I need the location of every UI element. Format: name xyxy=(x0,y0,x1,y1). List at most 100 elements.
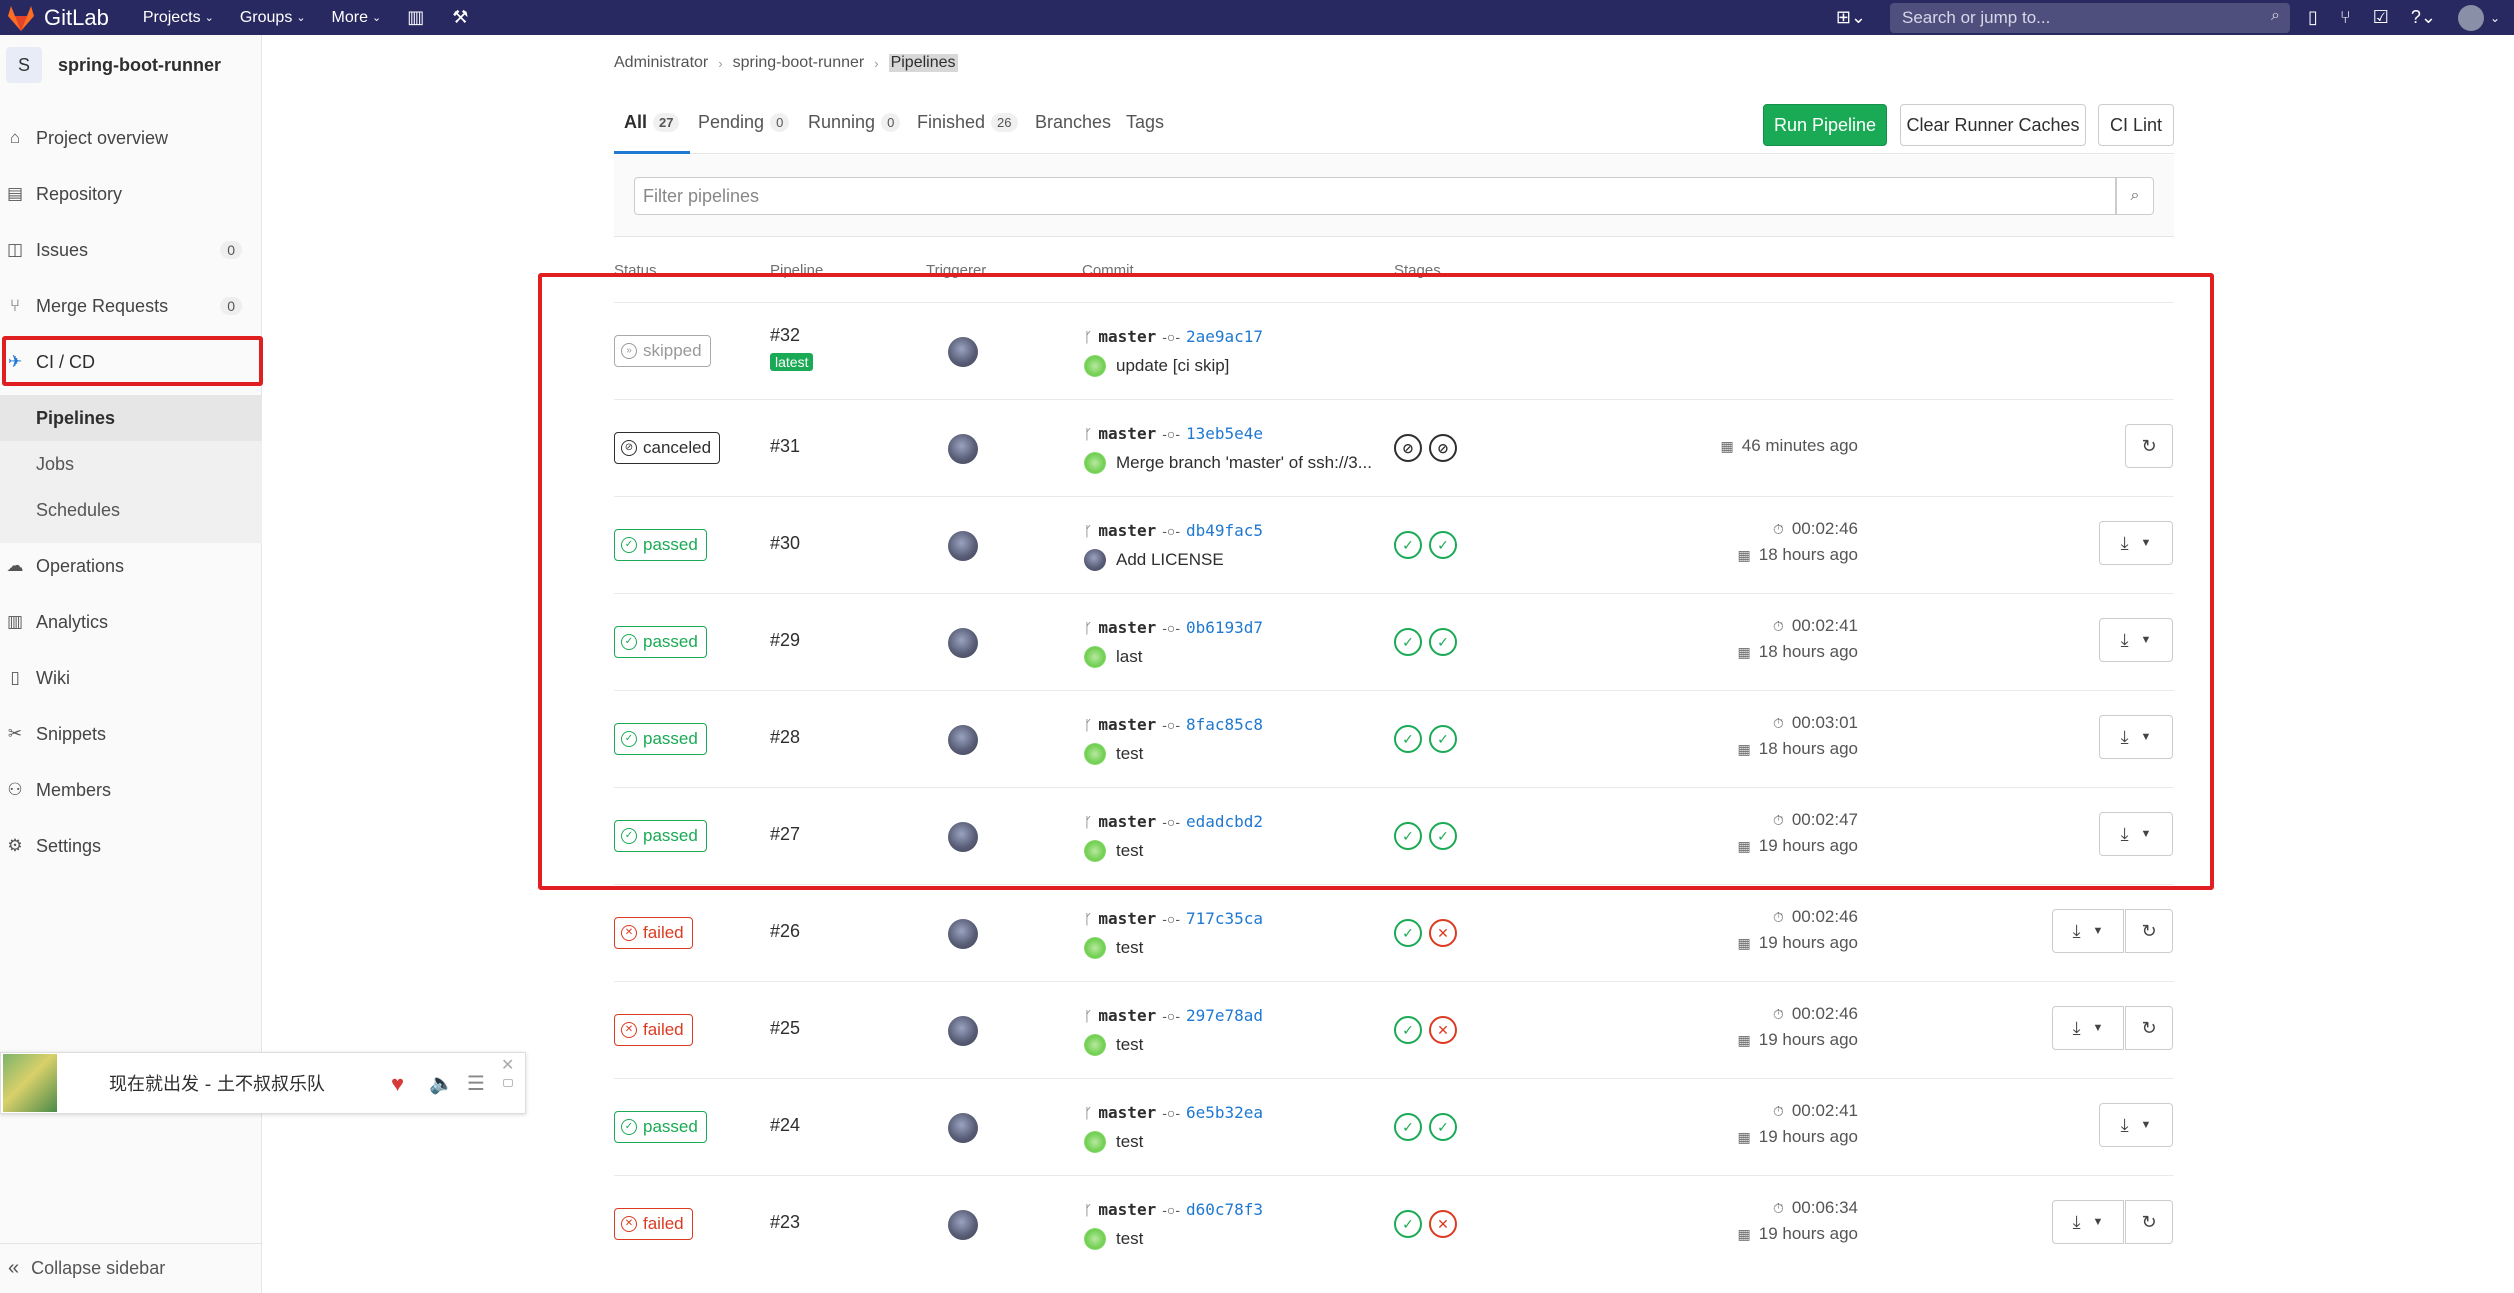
nav-groups[interactable]: Groups ⌄ xyxy=(239,8,306,26)
status-badge[interactable]: ✓ passed xyxy=(614,723,707,755)
download-artifacts-dropdown[interactable]: ⤓ ▼ xyxy=(2099,715,2173,759)
commit-author-avatar[interactable] xyxy=(1084,646,1106,668)
pipeline-id-link[interactable]: #23 xyxy=(770,1212,801,1232)
pipeline-id-link[interactable]: #29 xyxy=(770,630,801,650)
submenu-schedules[interactable]: Schedules xyxy=(36,500,121,520)
branch-link[interactable]: master xyxy=(1098,1006,1157,1025)
status-badge[interactable]: ✓ passed xyxy=(614,1111,707,1143)
sidebar-item-wiki[interactable]: ▯ Wiki xyxy=(0,658,262,698)
status-badge[interactable]: » skipped xyxy=(614,335,711,367)
todo-check-icon[interactable]: ☑ xyxy=(2372,7,2389,27)
collapse-sidebar-button[interactable]: «Collapse sidebar xyxy=(0,1243,262,1293)
branch-link[interactable]: master xyxy=(1098,618,1157,637)
merge-requests-icon[interactable]: ⑂ xyxy=(2339,7,2351,27)
sidebar-item-analytics[interactable]: ▥ Analytics xyxy=(0,602,262,642)
status-badge[interactable]: ✕ failed xyxy=(614,1208,693,1240)
breadcrumb-pipelines[interactable]: Pipelines xyxy=(888,54,958,72)
retry-button[interactable]: ↻ xyxy=(2125,1200,2173,1244)
status-badge[interactable]: ✓ passed xyxy=(614,820,707,852)
triggerer-avatar[interactable] xyxy=(948,822,978,852)
commit-sha-link[interactable]: 2ae9ac17 xyxy=(1185,327,1264,346)
sidebar-item-issues[interactable]: ◫ Issues 0 xyxy=(0,230,262,270)
admin-wrench-icon[interactable]: ⚒ xyxy=(452,7,469,27)
stage-cancel-icon[interactable]: ⊘ xyxy=(1394,434,1422,462)
commit-author-avatar[interactable] xyxy=(1084,1034,1106,1056)
download-artifacts-dropdown[interactable]: ⤓ ▼ xyxy=(2099,1103,2173,1147)
pipeline-id-link[interactable]: #28 xyxy=(770,727,801,747)
project-header[interactable]: S spring-boot-runner xyxy=(0,35,261,95)
minimize-icon[interactable] xyxy=(503,1079,513,1087)
run-pipeline-button[interactable]: Run Pipeline xyxy=(1763,104,1887,146)
sidebar-item-operations[interactable]: ☁ Operations xyxy=(0,546,262,586)
stage-ok-icon[interactable]: ✓ xyxy=(1429,1113,1457,1141)
pipeline-id-link[interactable]: #24 xyxy=(770,1115,801,1135)
commit-sha-link[interactable]: db49fac5 xyxy=(1185,521,1264,540)
submenu-jobs[interactable]: Jobs xyxy=(36,454,75,474)
sidebar-item-settings[interactable]: ⚙ Settings xyxy=(0,826,262,866)
playlist-icon[interactable]: ☰ xyxy=(467,1073,485,1095)
commit-title-link[interactable]: test xyxy=(1116,938,1144,957)
clear-runner-caches-button[interactable]: Clear Runner Caches xyxy=(1900,104,2086,146)
stage-ok-icon[interactable]: ✓ xyxy=(1394,919,1422,947)
download-artifacts-dropdown[interactable]: ⤓ ▼ xyxy=(2052,1006,2124,1050)
triggerer-avatar[interactable] xyxy=(948,919,978,949)
sidebar-item-merge-requests[interactable]: ⑂ Merge Requests 0 xyxy=(0,286,262,326)
nav-more[interactable]: More ⌄ xyxy=(331,8,382,26)
triggerer-avatar[interactable] xyxy=(948,531,978,561)
stage-fail-icon[interactable]: ✕ xyxy=(1429,1016,1457,1044)
stage-ok-icon[interactable]: ✓ xyxy=(1394,1113,1422,1141)
heart-icon[interactable]: ♥ xyxy=(391,1071,405,1096)
commit-sha-link[interactable]: 297e78ad xyxy=(1185,1006,1264,1025)
activity-chart-icon[interactable]: ▥ xyxy=(407,7,425,27)
pipeline-id-link[interactable]: #27 xyxy=(770,824,801,844)
tab-pending[interactable]: Pending 0 xyxy=(698,112,790,133)
branch-link[interactable]: master xyxy=(1098,327,1157,346)
stage-ok-icon[interactable]: ✓ xyxy=(1394,822,1422,850)
tab-tags[interactable]: Tags xyxy=(1126,112,1165,132)
branch-link[interactable]: master xyxy=(1098,1200,1157,1219)
stage-ok-icon[interactable]: ✓ xyxy=(1429,531,1457,559)
status-badge[interactable]: ✕ failed xyxy=(614,1014,693,1046)
tab-finished[interactable]: Finished 26 xyxy=(917,112,1018,133)
status-badge[interactable]: ✓ passed xyxy=(614,626,707,658)
pipeline-id-link[interactable]: #32 xyxy=(770,325,801,345)
commit-title-link[interactable]: Add LICENSE xyxy=(1116,550,1224,569)
commit-sha-link[interactable]: 13eb5e4e xyxy=(1185,424,1264,443)
stage-ok-icon[interactable]: ✓ xyxy=(1429,725,1457,753)
commit-title-link[interactable]: update [ci skip] xyxy=(1116,356,1230,375)
pipeline-id-link[interactable]: #26 xyxy=(770,921,801,941)
filter-search-button[interactable]: ⌕ xyxy=(2116,177,2154,215)
branch-link[interactable]: master xyxy=(1098,424,1157,443)
commit-author-avatar[interactable] xyxy=(1084,1228,1106,1250)
commit-sha-link[interactable]: 8fac85c8 xyxy=(1185,715,1264,734)
gitlab-logo[interactable]: GitLab xyxy=(6,4,143,32)
help-icon[interactable]: ?⌄ xyxy=(2410,7,2436,27)
commit-title-link[interactable]: Merge branch 'master' of ssh://3... xyxy=(1116,453,1372,472)
breadcrumb-project[interactable]: spring-boot-runner xyxy=(732,54,865,71)
commit-title-link[interactable]: test xyxy=(1116,1132,1144,1151)
commit-title-link[interactable]: test xyxy=(1116,1035,1144,1054)
triggerer-avatar[interactable] xyxy=(948,628,978,658)
commit-author-avatar[interactable] xyxy=(1084,840,1106,862)
triggerer-avatar[interactable] xyxy=(948,1016,978,1046)
stage-ok-icon[interactable]: ✓ xyxy=(1394,1210,1422,1238)
commit-author-avatar[interactable] xyxy=(1084,549,1106,571)
branch-link[interactable]: master xyxy=(1098,909,1157,928)
stage-ok-icon[interactable]: ✓ xyxy=(1429,822,1457,850)
sidebar-item-ci-cd[interactable]: ✈ CI / CD xyxy=(0,342,262,382)
pipeline-id-link[interactable]: #31 xyxy=(770,436,801,456)
tab-branches[interactable]: Branches xyxy=(1035,112,1112,132)
pipeline-id-link[interactable]: #30 xyxy=(770,533,801,553)
stage-ok-icon[interactable]: ✓ xyxy=(1394,531,1422,559)
stage-ok-icon[interactable]: ✓ xyxy=(1394,725,1422,753)
triggerer-avatar[interactable] xyxy=(948,434,978,464)
stage-fail-icon[interactable]: ✕ xyxy=(1429,1210,1457,1238)
commit-sha-link[interactable]: 0b6193d7 xyxy=(1185,618,1264,637)
commit-author-avatar[interactable] xyxy=(1084,937,1106,959)
stage-ok-icon[interactable]: ✓ xyxy=(1394,1016,1422,1044)
commit-title-link[interactable]: test xyxy=(1116,1229,1144,1248)
commit-author-avatar[interactable] xyxy=(1084,452,1106,474)
branch-link[interactable]: master xyxy=(1098,521,1157,540)
tab-running[interactable]: Running 0 xyxy=(808,112,901,133)
sidebar-item-members[interactable]: ⚇ Members xyxy=(0,770,262,810)
